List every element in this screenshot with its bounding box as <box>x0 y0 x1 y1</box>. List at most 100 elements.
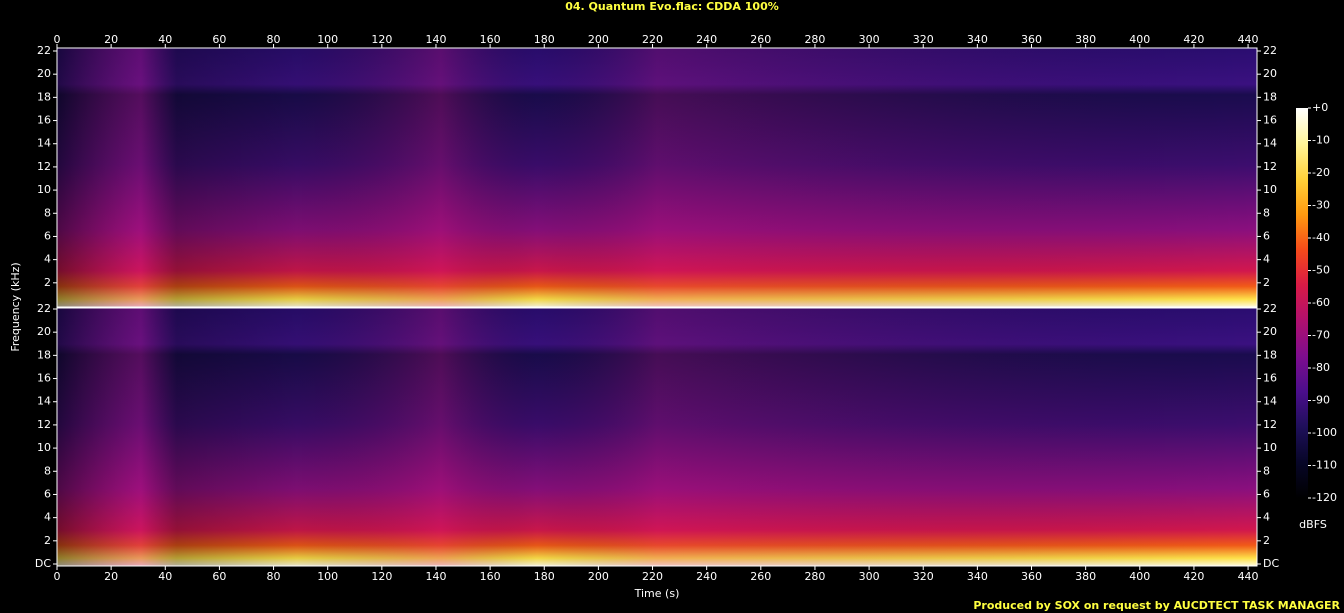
panels <box>56 47 1258 567</box>
y-tick-label: 22 <box>37 302 51 315</box>
y-tick-label: 20 <box>37 325 51 338</box>
x-tick-label-top: 100 <box>317 33 338 46</box>
colorbar-tick-label: -40 <box>1312 231 1330 244</box>
y-tick-label: 8 <box>44 206 51 219</box>
x-tick-label-top: 340 <box>967 33 988 46</box>
y-tick-label-right: 2 <box>1263 276 1270 289</box>
y-tick-label: 12 <box>37 418 51 431</box>
y-tick-label: 16 <box>37 372 51 385</box>
y-tick-label-right: 4 <box>1263 253 1270 266</box>
y-tick-label: 4 <box>44 253 51 266</box>
x-tick-label-bottom: 400 <box>1129 570 1150 583</box>
colorbar-tick-label: -20 <box>1312 166 1330 179</box>
x-tick-label-top: 120 <box>371 33 392 46</box>
x-tick-label-top: 300 <box>859 33 880 46</box>
y-tick-label-right: 18 <box>1263 90 1277 103</box>
y-tick-label: 18 <box>37 90 51 103</box>
y-tick-label-right: 12 <box>1263 160 1277 173</box>
x-tick-label-top: 360 <box>1021 33 1042 46</box>
y-tick-label: 14 <box>37 137 51 150</box>
x-tick-label-bottom: 80 <box>267 570 281 583</box>
x-tick-label-bottom: 120 <box>371 570 392 583</box>
x-tick-label-top: 20 <box>104 33 118 46</box>
x-tick-label-top: 240 <box>696 33 717 46</box>
colorbar-tick-label: -110 <box>1312 459 1337 472</box>
y-tick-label: 20 <box>37 67 51 80</box>
x-tick-label-top: 200 <box>588 33 609 46</box>
panel-border <box>56 47 1258 308</box>
x-tick-label-bottom: 240 <box>696 570 717 583</box>
spectrogram-overlay <box>57 308 1257 566</box>
x-tick-label-bottom: 140 <box>425 570 446 583</box>
x-tick-label-bottom: 40 <box>158 570 172 583</box>
x-tick-label-top: 380 <box>1075 33 1096 46</box>
y-tick-label: 18 <box>37 348 51 361</box>
x-tick-label-top: 440 <box>1238 33 1259 46</box>
y-tick-label: 4 <box>44 511 51 524</box>
x-tick-label-bottom: 380 <box>1075 570 1096 583</box>
x-tick-label-top: 260 <box>750 33 771 46</box>
y-tick-label-right: 8 <box>1263 206 1270 219</box>
x-tick-label-top: 420 <box>1183 33 1204 46</box>
y-tick-label: 10 <box>37 183 51 196</box>
y-tick-label-right: 6 <box>1263 487 1270 500</box>
y-tick-label-right: 14 <box>1263 137 1277 150</box>
x-tick-label-top: 180 <box>534 33 555 46</box>
x-tick-label-bottom: 160 <box>480 570 501 583</box>
x-tick-label-top: 140 <box>425 33 446 46</box>
x-tick-label-top: 220 <box>642 33 663 46</box>
y-tick-label-right: 2 <box>1263 534 1270 547</box>
x-tick-label-bottom: 60 <box>212 570 226 583</box>
colorbar-tick-label: -60 <box>1312 296 1330 309</box>
x-tick-label-top: 80 <box>267 33 281 46</box>
y-tick-label: 16 <box>37 114 51 127</box>
x-tick-label-top: 400 <box>1129 33 1150 46</box>
y-tick-label: 12 <box>37 160 51 173</box>
footer: Produced by SOX on request by AUCDTECT T… <box>973 599 1340 612</box>
x-tick-label-bottom: 180 <box>534 570 555 583</box>
y-tick-label-right: DC <box>1263 557 1279 570</box>
x-tick-label-bottom: 420 <box>1183 570 1204 583</box>
y-tick-label-right: 16 <box>1263 372 1277 385</box>
x-tick-label-bottom: 440 <box>1238 570 1259 583</box>
y-tick-label: 6 <box>44 487 51 500</box>
y-tick-label: 10 <box>37 441 51 454</box>
y-tick-label: 8 <box>44 464 51 477</box>
y-tick-label-right: 20 <box>1263 67 1277 80</box>
y-tick-label: 22 <box>37 44 51 57</box>
x-tick-label-top: 40 <box>158 33 172 46</box>
colorbar-tick-label: -30 <box>1312 199 1330 212</box>
x-tick-label-bottom: 280 <box>804 570 825 583</box>
colorbar-tick-label: -120 <box>1312 491 1337 504</box>
y-tick-label: 2 <box>44 534 51 547</box>
x-axis-label: Time (s) <box>634 587 680 600</box>
x-tick-label-bottom: 360 <box>1021 570 1042 583</box>
y-tick-label-right: 8 <box>1263 464 1270 477</box>
x-tick-label-bottom: 20 <box>104 570 118 583</box>
chart-title: 04. Quantum Evo.flac: CDDA 100% <box>565 0 779 13</box>
y-tick-label-right: 10 <box>1263 441 1277 454</box>
x-tick-label-top: 160 <box>480 33 501 46</box>
x-tick-label-top: 60 <box>212 33 226 46</box>
x-tick-label-bottom: 0 <box>54 570 61 583</box>
colorbar <box>1296 108 1308 498</box>
colorbar-tick-label: -50 <box>1312 264 1330 277</box>
x-tick-label-top: 0 <box>54 33 61 46</box>
y-tick-label-right: 4 <box>1263 511 1270 524</box>
y-tick-label-right: 6 <box>1263 229 1270 242</box>
y-tick-label: 2 <box>44 276 51 289</box>
colorbar-label: dBFS <box>1299 518 1327 531</box>
y-tick-label-right: 16 <box>1263 114 1277 127</box>
x-tick-label-top: 280 <box>804 33 825 46</box>
y-tick-label: 14 <box>37 395 51 408</box>
y-tick-label: 6 <box>44 229 51 242</box>
y-tick-label-right: 22 <box>1263 302 1277 315</box>
y-tick-label-right: 20 <box>1263 325 1277 338</box>
panel-border <box>56 307 1258 567</box>
x-tick-label-bottom: 260 <box>750 570 771 583</box>
y-tick-label-right: 22 <box>1263 44 1277 57</box>
colorbar-tick-label: -70 <box>1312 329 1330 342</box>
spectrogram-overlay <box>57 48 1257 307</box>
y-tick-label-right: 10 <box>1263 183 1277 196</box>
